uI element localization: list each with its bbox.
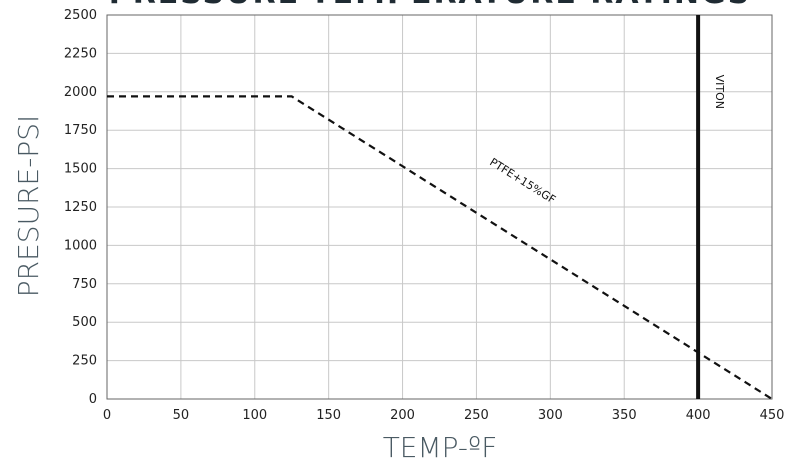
series — [107, 15, 773, 400]
x-tick-label: 300 — [538, 408, 563, 423]
x-tick-label: 200 — [390, 408, 415, 423]
y-tick-label: 1250 — [64, 200, 97, 215]
x-tick-label: 450 — [760, 408, 785, 423]
series-annotation: VITON — [713, 75, 726, 109]
x-tick-label: 350 — [612, 408, 637, 423]
x-tick-label: 0 — [103, 408, 111, 423]
y-tick-label: 1750 — [64, 123, 97, 138]
grid — [106, 14, 773, 400]
x-tick-label: 400 — [686, 408, 711, 423]
series-line — [107, 95, 773, 400]
x-axis-title: TEMP-ºF — [383, 431, 498, 463]
series-annotation: PTFE+15%GF — [487, 156, 558, 207]
y-tick-label: 2000 — [64, 85, 97, 100]
tick-labels: 0 50 100 150 200 250 300 350 400 450 0 250 500 750 100… — [64, 8, 785, 423]
plot-frame — [106, 14, 773, 400]
annotations: PTFE+15%GF VITON — [487, 75, 726, 207]
y-tick-label: 0 — [89, 392, 97, 407]
y-tick-label: 250 — [72, 354, 97, 369]
x-tick-label: 50 — [173, 408, 190, 423]
chart-title: PRESSURE-TEMPERATURE RATINGS — [109, 0, 752, 11]
y-tick-label: 2250 — [64, 46, 97, 61]
x-tick-label: 150 — [316, 408, 341, 423]
y-tick-label: 2500 — [64, 8, 97, 23]
y-axis-title: PRESURE-PSI — [12, 115, 45, 297]
x-tick-label: 250 — [464, 408, 489, 423]
y-tick-label: 750 — [72, 277, 97, 292]
x-tick-label: 100 — [242, 408, 267, 423]
y-tick-label: 1000 — [64, 238, 97, 253]
y-tick-label: 500 — [72, 315, 97, 330]
y-tick-label: 1500 — [64, 162, 97, 177]
